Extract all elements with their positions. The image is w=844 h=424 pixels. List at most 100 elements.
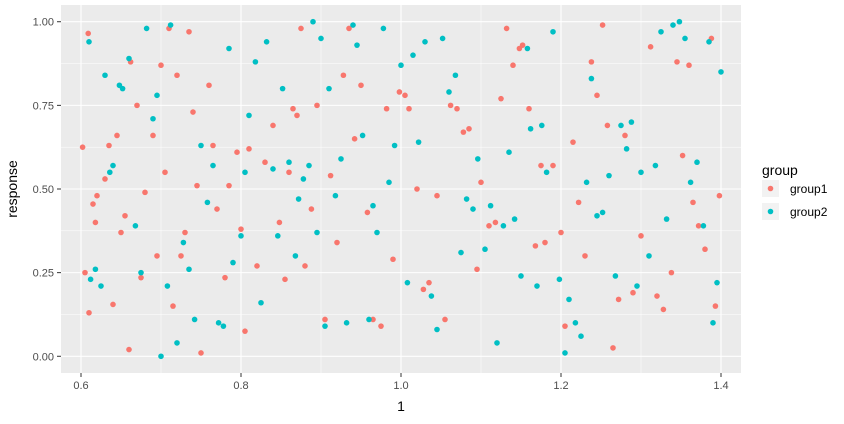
x-tick-label: 1.0 [393, 380, 408, 392]
data-point [550, 28, 556, 35]
data-point [210, 142, 216, 149]
x-tick-label: 0.6 [73, 380, 88, 392]
data-point [332, 192, 339, 199]
data-point [594, 212, 600, 219]
data-point [92, 219, 99, 226]
y-axis-ticks: 0.00 0.25 0.50 0.75 1.00 [33, 17, 61, 363]
data-point [428, 293, 435, 299]
legend-item-group2: group2 [762, 203, 828, 220]
data-point [174, 340, 180, 346]
data-point [327, 172, 334, 179]
data-point [532, 243, 539, 249]
data-point [702, 246, 708, 253]
data-point [298, 25, 304, 32]
data-point [158, 62, 164, 69]
data-point [712, 303, 719, 309]
data-point [107, 169, 113, 176]
data-point [588, 75, 595, 82]
data-point [550, 162, 556, 169]
data-point [306, 162, 312, 169]
data-point [102, 176, 108, 182]
data-point [526, 105, 532, 112]
data-point [487, 202, 494, 209]
data-point [638, 233, 644, 239]
data-point [623, 146, 630, 152]
data-point [622, 132, 628, 139]
data-point [191, 316, 198, 323]
data-point [242, 328, 248, 334]
x-tick-label: 0.8 [233, 380, 248, 392]
data-point [503, 25, 510, 32]
data-point [122, 212, 128, 219]
data-point [434, 326, 440, 333]
data-point [106, 142, 112, 149]
data-point [380, 25, 387, 32]
data-point [654, 293, 660, 299]
data-point [314, 229, 320, 236]
legend-label: group1 [790, 182, 828, 196]
data-point [402, 92, 408, 99]
data-point [300, 176, 307, 182]
data-point [102, 72, 108, 79]
data-point [270, 166, 276, 172]
data-point [566, 296, 572, 303]
data-point [486, 223, 492, 229]
data-point [506, 149, 512, 155]
legend-key-point [767, 208, 774, 215]
data-point [570, 139, 576, 145]
data-point [454, 105, 460, 112]
data-point [226, 45, 232, 52]
data-point [572, 320, 579, 326]
data-point [542, 239, 548, 246]
data-point [258, 299, 264, 306]
data-point [180, 239, 187, 246]
data-point [366, 316, 372, 323]
data-point [668, 269, 675, 276]
data-point [628, 119, 635, 125]
data-point [126, 55, 132, 62]
data-point [150, 132, 156, 139]
data-point [302, 263, 308, 269]
data-point [682, 35, 688, 42]
legend-items: group1 group2 [762, 180, 828, 220]
data-point [254, 263, 260, 269]
data-point [354, 42, 360, 48]
data-point [475, 156, 481, 162]
data-point [263, 39, 270, 45]
y-tick-label: 0.75 [33, 100, 54, 112]
y-tick-label: 0.00 [33, 351, 54, 363]
data-point [511, 216, 518, 222]
data-point [378, 323, 384, 329]
y-tick-label: 1.00 [33, 17, 54, 29]
data-point [346, 25, 352, 32]
y-tick-label: 0.50 [33, 184, 54, 196]
data-point [238, 226, 244, 232]
series-group2 [86, 18, 724, 360]
data-point [492, 219, 499, 226]
data-point [358, 82, 364, 89]
data-point [308, 206, 315, 212]
data-point [142, 189, 148, 196]
data-point [242, 169, 248, 176]
data-point [86, 309, 92, 316]
data-point [612, 273, 619, 279]
data-point [442, 316, 448, 323]
data-point [318, 35, 324, 42]
data-point [630, 289, 636, 296]
data-point [204, 199, 211, 206]
data-point [198, 142, 204, 149]
data-point [470, 206, 476, 212]
data-point [610, 345, 616, 351]
data-point [578, 333, 584, 340]
data-point [286, 159, 292, 166]
data-point [292, 253, 299, 259]
data-point [674, 59, 680, 65]
data-point [262, 159, 268, 166]
data-point [420, 286, 427, 293]
data-point [126, 346, 132, 353]
data-point [714, 279, 720, 286]
data-point [415, 139, 422, 145]
data-point [647, 44, 654, 50]
y-axis-title: response [4, 160, 20, 218]
